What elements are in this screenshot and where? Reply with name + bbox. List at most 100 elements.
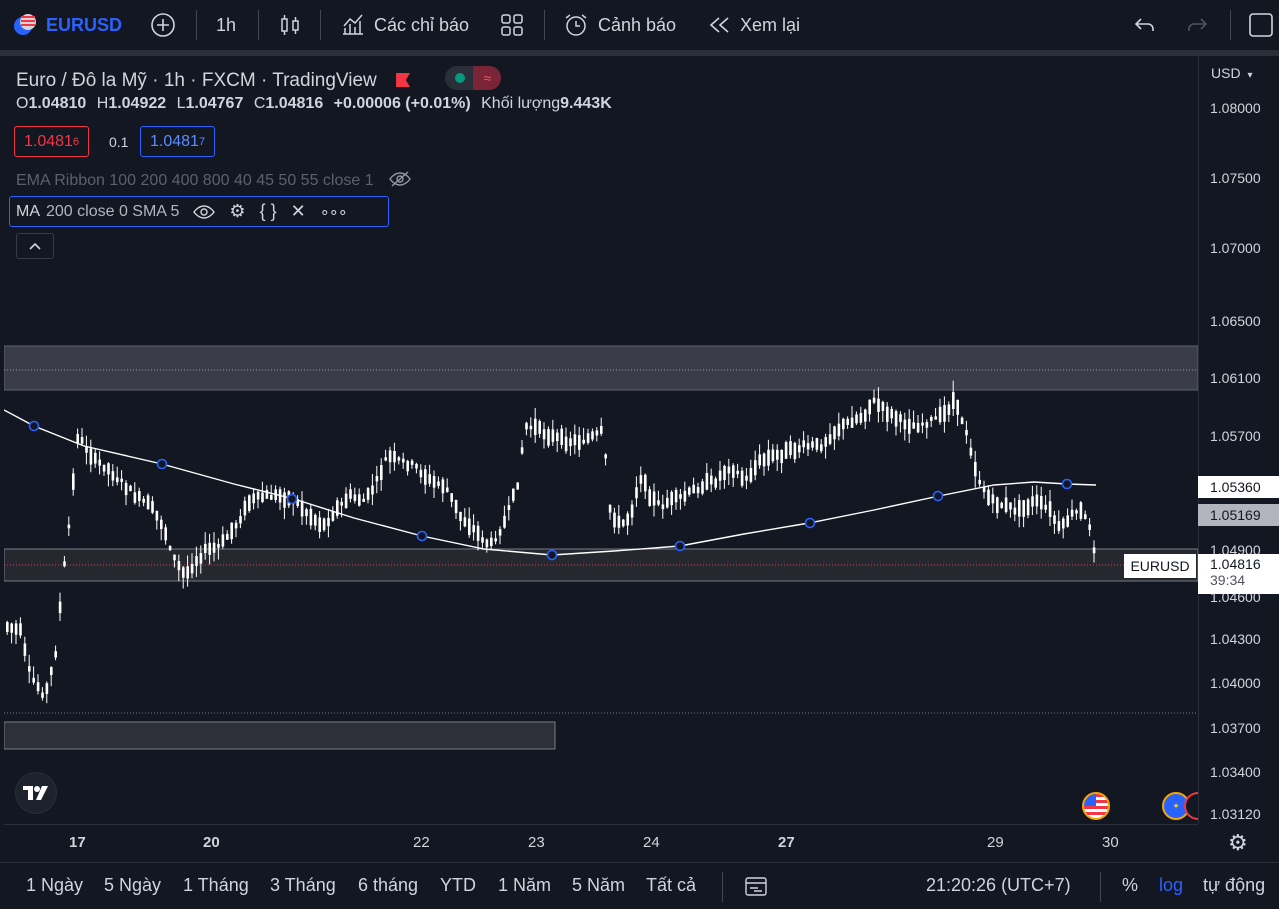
range-button[interactable]: 1 Ngày bbox=[26, 875, 84, 895]
layout-button[interactable] bbox=[1248, 0, 1274, 50]
candle-body bbox=[243, 500, 247, 516]
market-closed-icon[interactable] bbox=[396, 73, 411, 87]
percent-scale-button[interactable]: % bbox=[1122, 862, 1138, 909]
range-button[interactable]: 1 Năm bbox=[498, 875, 552, 895]
price-axis[interactable]: USD ▾ bbox=[1198, 56, 1279, 824]
supply-zone[interactable] bbox=[4, 345, 1198, 391]
candle-body bbox=[556, 432, 559, 442]
candle-body bbox=[969, 447, 973, 456]
candle-body bbox=[160, 519, 163, 530]
candle-body bbox=[248, 495, 251, 511]
candle-body bbox=[1044, 504, 1047, 510]
close-value: 1.04816 bbox=[265, 95, 324, 112]
candle-body bbox=[485, 539, 489, 548]
sell-button[interactable]: 1.0481 6 bbox=[14, 126, 90, 157]
candle-body bbox=[85, 446, 88, 453]
redo-button[interactable] bbox=[1186, 0, 1208, 50]
range-button[interactable]: 3 Tháng bbox=[270, 875, 336, 895]
open-status-dot-icon bbox=[455, 73, 466, 83]
eye-icon[interactable] bbox=[193, 204, 216, 220]
candle-body bbox=[701, 481, 704, 494]
candle-body bbox=[534, 418, 537, 435]
log-scale-button[interactable]: log bbox=[1159, 862, 1183, 909]
close-key: C bbox=[253, 95, 266, 112]
eye-off-icon[interactable] bbox=[388, 170, 412, 188]
candle-body bbox=[960, 417, 964, 425]
range-button[interactable]: Tất cả bbox=[646, 875, 697, 895]
candle-body bbox=[358, 494, 361, 506]
candle-body bbox=[226, 533, 229, 540]
candle-body bbox=[529, 425, 533, 430]
candle-body bbox=[573, 434, 577, 446]
candle-body bbox=[1062, 518, 1065, 529]
candle-body bbox=[718, 470, 722, 481]
candle-body bbox=[252, 493, 255, 504]
candle-body bbox=[833, 426, 836, 440]
candle-body bbox=[908, 418, 911, 434]
tradingview-logo[interactable] bbox=[15, 772, 57, 814]
indicator-ma[interactable]: MA 200 close 0 SMA 5 ⚙ { } ✕ ∘∘∘ bbox=[9, 196, 389, 227]
candle-body bbox=[124, 482, 128, 496]
redo-icon bbox=[1188, 18, 1208, 31]
chart-type-button[interactable] bbox=[278, 0, 302, 50]
replay-button[interactable]: Xem lại bbox=[708, 0, 800, 50]
undo-button[interactable] bbox=[1134, 0, 1156, 50]
indicators-button[interactable]: Các chỉ báo bbox=[340, 0, 469, 50]
candle-body bbox=[978, 479, 981, 485]
auto-scale-button[interactable]: tự động bbox=[1203, 862, 1265, 909]
price-chart[interactable] bbox=[4, 56, 1198, 824]
lower-zone[interactable] bbox=[4, 721, 556, 750]
collapse-legend-button[interactable] bbox=[16, 233, 54, 259]
candle-body bbox=[318, 517, 321, 532]
buy-button[interactable]: 1.0481 7 bbox=[140, 126, 216, 157]
candle-body bbox=[58, 601, 62, 614]
candle-body bbox=[432, 476, 436, 488]
clock-timezone[interactable]: 21:20:26 (UTC+7) bbox=[926, 862, 1071, 909]
candle-body bbox=[921, 422, 924, 426]
range-button[interactable]: 5 Năm bbox=[572, 875, 626, 895]
chart-settings-button[interactable]: ⚙ bbox=[1228, 830, 1248, 856]
candle-body bbox=[94, 452, 97, 464]
range-button[interactable]: 6 tháng bbox=[358, 875, 419, 895]
candle-body bbox=[327, 517, 330, 527]
volume-key: Khối lượng bbox=[481, 95, 561, 112]
price-tick-label: 1.03700 bbox=[1210, 720, 1261, 736]
currency-selector[interactable]: USD ▾ bbox=[1211, 65, 1252, 81]
remove-icon[interactable]: ✕ bbox=[290, 201, 306, 221]
range-button[interactable]: 1 Tháng bbox=[183, 875, 249, 895]
candle-body bbox=[454, 499, 458, 514]
legend-title[interactable]: Euro / Đô la Mỹ · 1h · FXCM · TradingVie… bbox=[16, 66, 502, 92]
candle-body bbox=[28, 666, 31, 672]
indicator-ema-ribbon[interactable]: EMA Ribbon 100 200 400 800 40 45 50 55 c… bbox=[16, 170, 412, 190]
range-button[interactable]: 5 Ngày bbox=[104, 875, 162, 895]
ema-ribbon-label: EMA Ribbon 100 200 400 800 40 45 50 55 c… bbox=[16, 172, 374, 189]
candle-body bbox=[793, 442, 797, 460]
us-flag-event-icon[interactable] bbox=[1082, 792, 1110, 820]
compare-add-button[interactable] bbox=[150, 0, 176, 50]
alert-button[interactable]: Cảnh báo bbox=[562, 0, 676, 50]
range-button[interactable]: YTD bbox=[440, 875, 476, 895]
candle-body bbox=[305, 509, 308, 517]
chevron-up-icon bbox=[29, 242, 41, 250]
candle-body bbox=[1092, 547, 1096, 554]
chart-pane[interactable]: ✦ bbox=[4, 56, 1198, 824]
more-icon[interactable]: ∘∘∘ bbox=[319, 203, 348, 221]
symbol-button[interactable]: EURUSD bbox=[12, 0, 122, 50]
candle-body bbox=[1070, 509, 1074, 517]
candle-body bbox=[806, 443, 810, 450]
candle-body bbox=[1088, 524, 1091, 531]
candle-body bbox=[300, 500, 304, 517]
eurusd-flag-icon bbox=[14, 14, 36, 35]
candle-body bbox=[864, 409, 867, 422]
candle-body bbox=[344, 493, 348, 509]
status-pill[interactable]: ≈ bbox=[445, 66, 502, 90]
candle-body bbox=[758, 454, 761, 466]
gear-icon[interactable]: ⚙ bbox=[229, 201, 246, 221]
interval-button[interactable]: 1h bbox=[216, 0, 236, 50]
templates-button[interactable] bbox=[500, 0, 524, 50]
candle-body bbox=[762, 453, 766, 467]
ma-line[interactable] bbox=[4, 409, 1097, 556]
time-axis[interactable] bbox=[4, 824, 1198, 862]
date-range-button[interactable] bbox=[744, 862, 768, 909]
source-code-icon[interactable]: { } bbox=[259, 201, 277, 221]
